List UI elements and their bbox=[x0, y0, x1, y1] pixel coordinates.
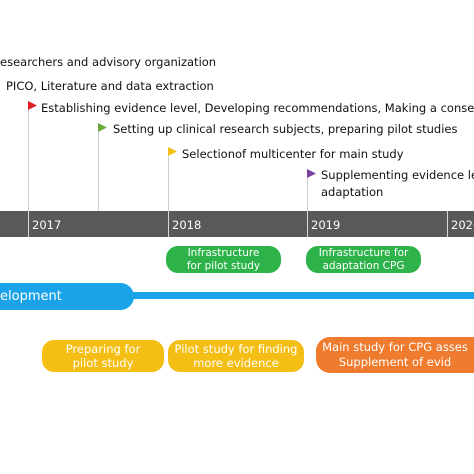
milestone-supplementing: Supplementing evidence le bbox=[321, 168, 474, 182]
yellow-flag-icon bbox=[168, 147, 177, 156]
milestone-line-yellow bbox=[168, 150, 169, 211]
milestone-adaptation: adaptation bbox=[321, 185, 384, 199]
milestone-pico: PICO, Literature and data extraction bbox=[6, 79, 214, 93]
milestone-multicenter: Selectionof multicenter for main study bbox=[182, 147, 404, 161]
infrastructure-pilot-line2: for pilot study bbox=[186, 259, 261, 272]
milestone-line-purple bbox=[307, 172, 308, 211]
infrastructure-adaptation-line1: Infrastructure for bbox=[318, 246, 409, 259]
milestone-line-red bbox=[28, 104, 29, 211]
milestone-evidence-level: Establishing evidence level, Developing … bbox=[41, 101, 474, 115]
phase-preparing-line1: Preparing for bbox=[65, 342, 141, 356]
phase-pilot-line2: more evidence bbox=[193, 356, 279, 370]
axis-tick-2020 bbox=[447, 211, 448, 237]
year-label-2017: 2017 bbox=[32, 218, 62, 232]
phase-main-study-box: Main study for CPG asses Supplement of e… bbox=[316, 337, 474, 373]
infrastructure-pilot-line1: Infrastructure bbox=[187, 246, 260, 259]
axis-tick-2019 bbox=[307, 211, 308, 237]
development-timeline-line bbox=[130, 292, 474, 299]
timeline-axis bbox=[0, 211, 474, 237]
purple-flag-icon bbox=[307, 169, 316, 178]
red-flag-icon bbox=[28, 101, 37, 110]
green-flag-icon bbox=[98, 123, 107, 132]
phase-preparing-pilot-box: Preparing for pilot study bbox=[42, 340, 164, 372]
milestone-line-green bbox=[98, 126, 99, 211]
phase-main-line2: Supplement of evid bbox=[338, 355, 452, 369]
year-label-2019: 2019 bbox=[311, 218, 341, 232]
phase-pilot-line1: Pilot study for finding bbox=[174, 342, 298, 356]
development-bar: elopment bbox=[0, 283, 134, 310]
infrastructure-adaptation-line2: adaptation CPG bbox=[322, 259, 405, 272]
phase-preparing-line2: pilot study bbox=[72, 356, 134, 370]
milestone-clinical-research: Setting up clinical research subjects, p… bbox=[113, 122, 458, 136]
axis-tick-2017 bbox=[28, 211, 29, 237]
phase-main-line1: Main study for CPG asses bbox=[322, 340, 468, 354]
development-label: elopment bbox=[0, 289, 62, 304]
infrastructure-adaptation-box: Infrastructure for adaptation CPG bbox=[306, 246, 421, 273]
milestone-researchers: esearchers and advisory organization bbox=[0, 55, 217, 69]
axis-tick-2018 bbox=[168, 211, 169, 237]
infrastructure-pilot-box: Infrastructure for pilot study bbox=[166, 246, 281, 273]
phase-pilot-study-box: Pilot study for finding more evidence bbox=[168, 340, 304, 372]
year-label-2020: 2020 bbox=[451, 218, 474, 232]
year-label-2018: 2018 bbox=[172, 218, 202, 232]
